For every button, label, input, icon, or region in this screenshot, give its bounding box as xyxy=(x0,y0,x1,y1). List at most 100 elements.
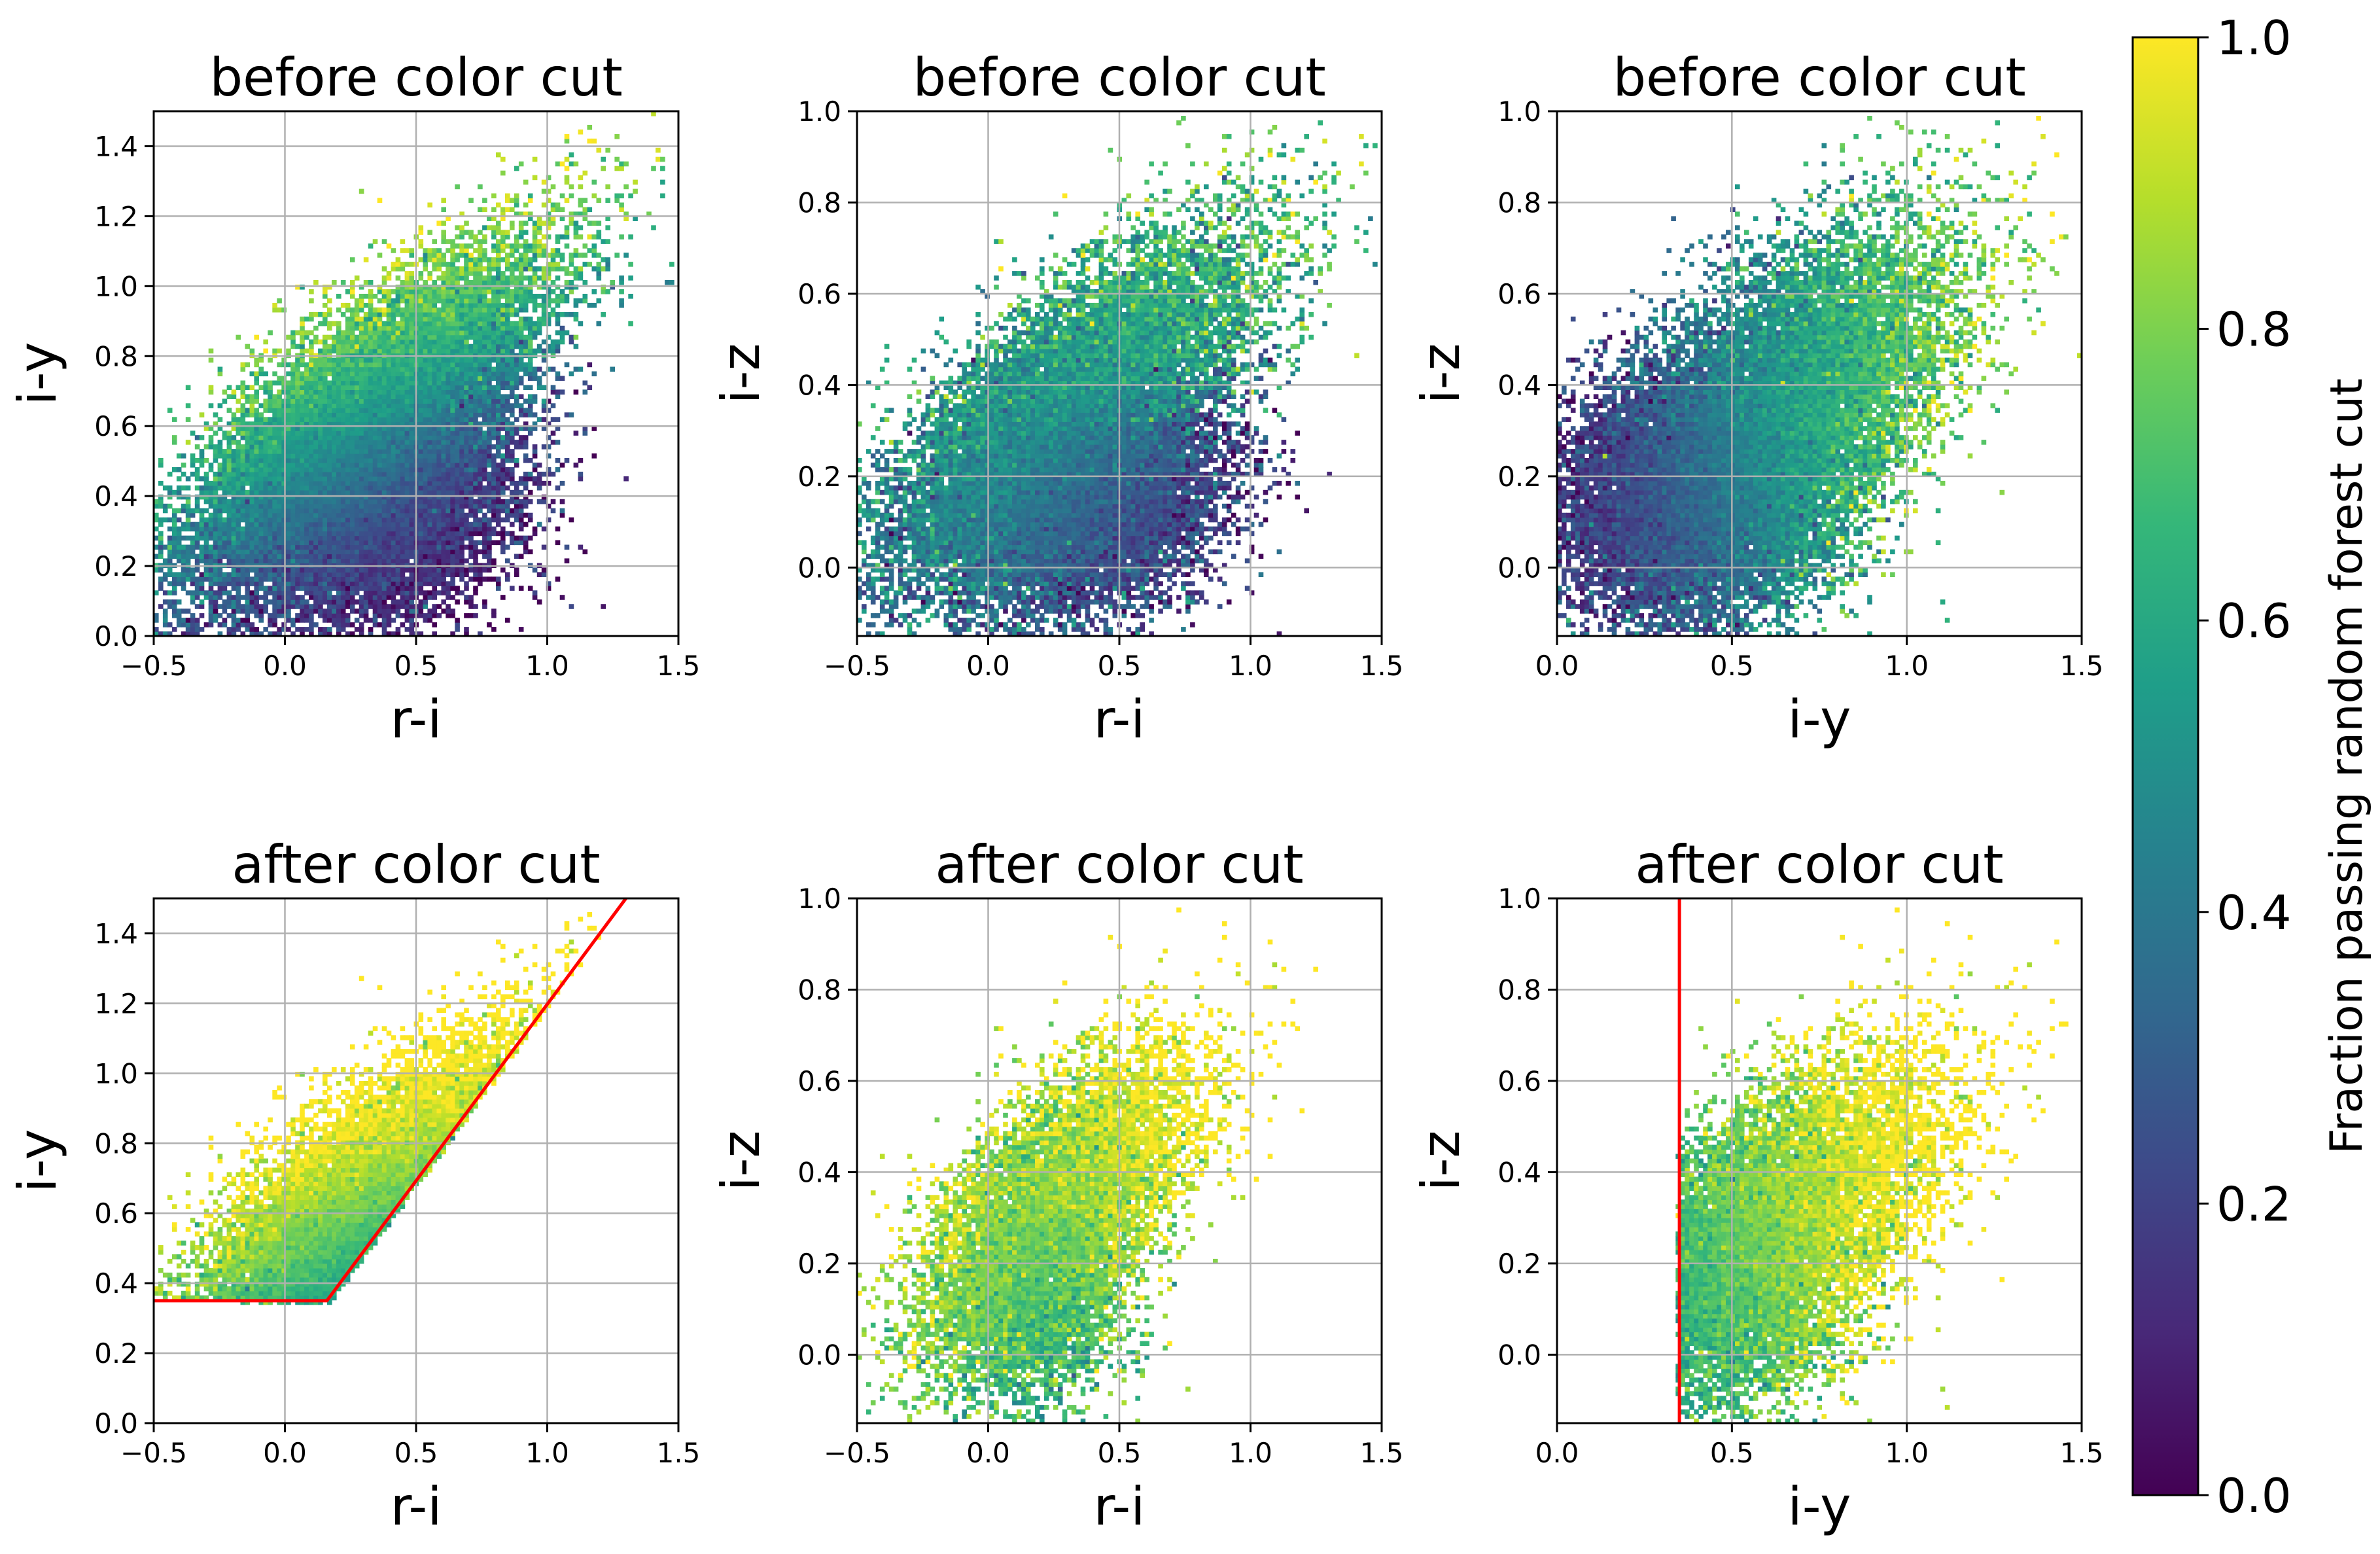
heatmap-cell xyxy=(542,349,547,354)
heatmap-cell xyxy=(382,349,387,354)
heatmap-cell xyxy=(209,609,214,614)
heatmap-cell xyxy=(350,294,355,299)
heatmap-cell xyxy=(523,298,529,304)
heatmap-cell xyxy=(387,613,392,618)
heatmap-cell xyxy=(387,275,392,281)
heatmap-cell xyxy=(373,622,378,627)
heatmap-cell xyxy=(323,417,328,422)
heatmap-cell xyxy=(355,554,360,559)
heatmap-cell xyxy=(478,321,483,327)
heatmap-cell xyxy=(304,604,309,609)
heatmap-cell xyxy=(468,398,474,404)
heatmap-cell xyxy=(373,476,378,482)
heatmap-cell xyxy=(473,317,478,322)
heatmap-cell xyxy=(377,463,383,468)
heatmap-cell xyxy=(345,358,351,363)
heatmap-cell xyxy=(391,554,396,559)
heatmap-cell xyxy=(432,308,437,313)
heatmap-cell xyxy=(491,376,497,381)
heatmap-cell xyxy=(405,586,410,591)
heatmap-cell xyxy=(478,330,483,336)
heatmap-cell xyxy=(209,504,214,509)
heatmap-cell xyxy=(355,463,360,468)
heatmap-cell xyxy=(268,545,273,550)
heatmap-cell xyxy=(158,522,164,527)
heatmap-cell xyxy=(313,312,319,317)
heatmap-cell xyxy=(250,394,255,399)
heatmap-cell xyxy=(583,294,588,299)
heatmap-cell xyxy=(473,289,478,294)
heatmap-cell xyxy=(427,618,432,623)
heatmap-cell xyxy=(432,499,437,504)
heatmap-cell xyxy=(500,435,506,440)
heatmap-cell xyxy=(355,550,360,555)
heatmap-cell xyxy=(410,289,415,294)
heatmap-cell xyxy=(482,599,487,605)
heatmap-cell xyxy=(281,376,287,381)
heatmap-cell xyxy=(514,398,519,404)
heatmap-cell xyxy=(290,554,296,559)
heatmap-cell xyxy=(304,513,309,518)
heatmap-cell xyxy=(377,576,383,582)
heatmap-cell xyxy=(341,536,346,541)
heatmap-cell xyxy=(318,513,323,518)
heatmap-cell xyxy=(450,280,455,285)
heatmap-cell xyxy=(387,481,392,486)
heatmap-cell xyxy=(209,567,214,573)
heatmap-cell xyxy=(405,408,410,413)
heatmap-cell xyxy=(423,481,429,486)
heatmap-cell xyxy=(487,499,492,504)
heatmap-cell xyxy=(482,389,487,395)
heatmap-cell xyxy=(300,527,305,532)
heatmap-cell xyxy=(446,312,451,317)
heatmap-cell xyxy=(519,294,524,299)
heatmap-cell xyxy=(227,558,232,563)
heatmap-cell xyxy=(254,609,259,614)
heatmap-cell xyxy=(263,389,268,395)
heatmap-cell xyxy=(327,358,332,363)
heatmap-cell xyxy=(227,581,232,586)
heatmap-cell xyxy=(487,317,492,322)
heatmap-cell xyxy=(368,298,374,304)
heatmap-cell xyxy=(560,463,565,468)
heatmap-cell xyxy=(391,518,396,523)
heatmap-cell xyxy=(514,536,519,541)
heatmap-cell xyxy=(441,394,446,399)
heatmap-cell xyxy=(250,595,255,600)
heatmap-cell xyxy=(528,367,533,372)
heatmap-cell xyxy=(496,367,501,372)
heatmap-cell xyxy=(318,312,323,317)
heatmap-cell xyxy=(327,308,332,313)
heatmap-cell xyxy=(523,326,529,331)
heatmap-cell xyxy=(290,453,296,459)
heatmap-cell xyxy=(327,349,332,354)
heatmap-cell xyxy=(350,576,355,582)
heatmap-cell xyxy=(523,536,529,541)
heatmap-cell xyxy=(510,303,515,308)
heatmap-cell xyxy=(533,476,538,482)
heatmap-cell xyxy=(286,463,291,468)
heatmap-cell xyxy=(441,335,446,340)
heatmap-cell xyxy=(341,403,346,408)
heatmap-cell xyxy=(436,349,442,354)
heatmap-cell xyxy=(327,595,332,600)
heatmap-cell xyxy=(427,344,432,349)
heatmap-cell xyxy=(350,581,355,586)
heatmap-cell xyxy=(432,381,437,386)
heatmap-cell xyxy=(555,321,561,327)
heatmap-cell xyxy=(519,330,524,336)
heatmap-cell xyxy=(290,618,296,623)
heatmap-cell xyxy=(500,344,506,349)
heatmap-cell xyxy=(368,531,374,537)
heatmap-cell xyxy=(268,504,273,509)
heatmap-cell xyxy=(491,340,497,345)
heatmap-cell xyxy=(232,389,237,395)
heatmap-cell xyxy=(459,298,464,304)
heatmap-cell xyxy=(304,376,309,381)
heatmap-cell xyxy=(181,463,186,468)
heatmap-cell xyxy=(158,531,164,537)
heatmap-cell xyxy=(419,289,424,294)
heatmap-cell xyxy=(241,609,246,614)
heatmap-cell xyxy=(304,389,309,395)
heatmap-cell xyxy=(258,572,264,577)
